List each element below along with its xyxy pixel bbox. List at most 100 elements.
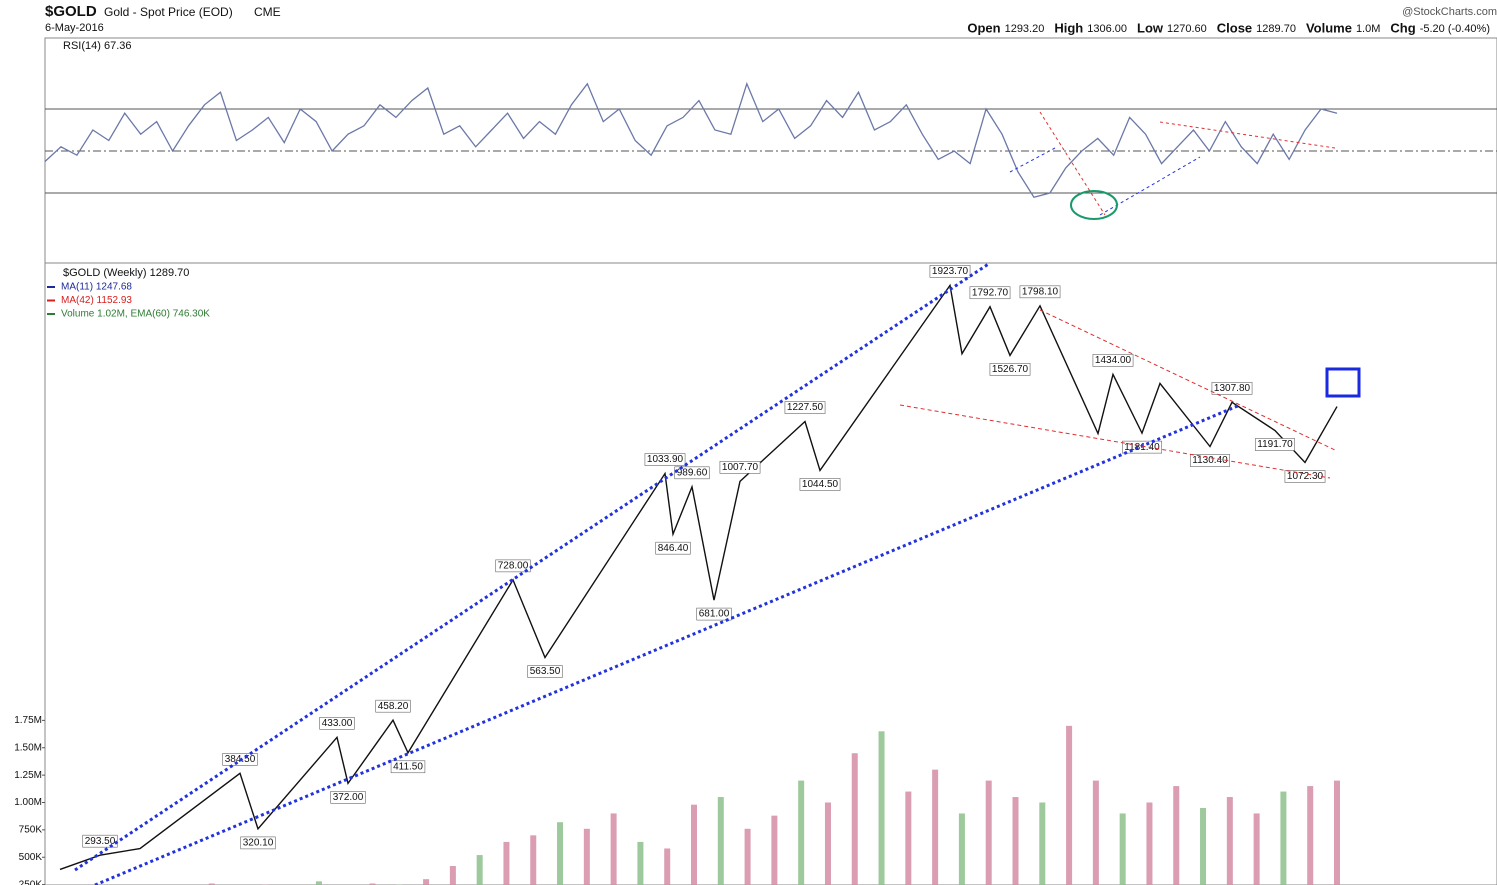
volume-bar — [557, 822, 564, 885]
legend-swatch — [47, 299, 55, 302]
y-tick-label: 1.75M — [14, 715, 42, 726]
data-label-box — [375, 699, 411, 713]
quote-value: 1270.60 — [1167, 23, 1207, 35]
data-label-box — [1189, 454, 1231, 467]
data-label: 681.00 — [699, 609, 730, 620]
data-label-box — [1092, 354, 1134, 367]
data-label: 458.20 — [378, 701, 409, 712]
data-label-box — [330, 791, 366, 804]
source: @StockCharts.com — [1402, 6, 1497, 18]
rsi-line — [44, 81, 1338, 198]
data-label-box — [799, 478, 841, 491]
highlight-ellipse — [1070, 190, 1118, 220]
rsi-panel: RSI(14) 67.36 — [44, 40, 1497, 198]
volume-bar — [1253, 813, 1260, 885]
trendline — [1009, 147, 1056, 173]
quote-value: 1306.00 — [1087, 23, 1127, 35]
volume-bar — [878, 731, 885, 885]
data-label-box — [1254, 438, 1296, 451]
data-label: 989.60 — [677, 467, 708, 478]
data-label: 1033.90 — [647, 454, 684, 465]
quote-label: High — [1054, 20, 1083, 35]
data-label: 293.50 — [85, 836, 116, 847]
quote-label: Chg — [1390, 20, 1415, 35]
panel-title: $GOLD (Weekly) 1289.70 — [63, 267, 189, 279]
data-label: 1130.40 — [1192, 455, 1228, 466]
data-label-box — [495, 559, 531, 573]
y-tick-label: 1.25M — [14, 770, 42, 781]
data-label: 1923.70 — [932, 266, 969, 277]
data-label-box — [319, 717, 355, 730]
volume-bar — [369, 883, 376, 885]
volume-bar — [851, 753, 858, 885]
volume-bar — [1146, 802, 1153, 885]
volume-bar — [905, 791, 912, 885]
quote-value: -5.20 (-0.40%) — [1420, 23, 1490, 35]
y-tick-label: 250K — [19, 879, 43, 885]
data-label: 1044.50 — [802, 479, 839, 490]
data-label: 563.50 — [530, 666, 561, 677]
price-line — [59, 283, 1338, 871]
data-label: 1434.00 — [1095, 355, 1132, 366]
legend-entry: MA(11) 1247.68 — [61, 282, 132, 293]
data-label-box — [674, 466, 710, 480]
volume-bar — [824, 802, 831, 885]
volume-bar — [610, 813, 617, 885]
data-label-box — [719, 461, 761, 474]
volume-bar — [1039, 802, 1046, 885]
quote-label: Volume — [1306, 20, 1352, 35]
volume-bar — [315, 881, 322, 885]
data-label: 433.00 — [322, 718, 353, 729]
plot-frame — [44, 37, 1497, 885]
y-tick-label: 500K — [19, 852, 43, 863]
data-label: 372.00 — [333, 792, 364, 803]
volume-bar — [1307, 786, 1314, 885]
trendline — [899, 404, 1331, 479]
symbol: $GOLD — [45, 3, 97, 20]
data-label: 1798.10 — [1022, 286, 1059, 297]
volume-bar — [664, 848, 671, 885]
data-label-box — [929, 265, 971, 278]
y-tick-label: 1.00M — [14, 797, 42, 808]
data-label-box — [989, 363, 1031, 376]
volume-bar — [1334, 780, 1340, 885]
quote: -5.20 (-0.40%) Chg 1.0M Volume 1289.70 Close 1… — [967, 20, 1490, 35]
data-label: 411.50 — [393, 761, 423, 772]
header: $GOLD Gold - Spot Price (EOD) CME 6-May-… — [45, 3, 1497, 35]
y-tick-label: 1.50M — [14, 742, 42, 753]
y-tick-label: 750K — [19, 825, 43, 836]
trendline — [1039, 111, 1106, 216]
data-label: 1072.30 — [1287, 471, 1324, 482]
data-label-box — [655, 541, 691, 555]
volume-bar — [1200, 807, 1207, 885]
data-label: 1007.70 — [722, 462, 759, 473]
data-label-box — [390, 760, 426, 774]
volume-bar — [798, 780, 805, 885]
volume-bar — [1226, 797, 1233, 885]
volume-bar — [1066, 725, 1073, 885]
trendline — [94, 403, 1241, 885]
data-label-box — [240, 836, 276, 850]
legend-swatch — [47, 286, 55, 288]
data-label-box — [696, 607, 732, 621]
data-label-box — [784, 401, 826, 414]
volume-bar — [208, 883, 215, 885]
volume-bar — [1012, 797, 1019, 885]
data-label: 1307.80 — [1214, 383, 1251, 394]
volume-panel: 1.75M 1.50M 1.25M 1.00M 750K 500K 250K — [14, 715, 1340, 885]
volume-bar — [449, 866, 456, 885]
trendline — [1039, 309, 1336, 451]
volume-bar — [717, 797, 724, 885]
data-label: 1227.50 — [787, 402, 824, 413]
volume-bar — [503, 841, 510, 885]
volume-bar — [1092, 780, 1099, 885]
quote-label: Low — [1137, 20, 1164, 35]
quote-value: 1293.20 — [1005, 23, 1045, 35]
data-label-box — [644, 453, 686, 466]
volume-bar — [1280, 791, 1287, 885]
legend-entry: Volume 1.02M, EMA(60) 746.30K — [61, 309, 210, 320]
volume-bar — [771, 815, 778, 885]
date: 6-May-2016 — [45, 22, 104, 34]
quote-label: Open — [967, 20, 1000, 35]
